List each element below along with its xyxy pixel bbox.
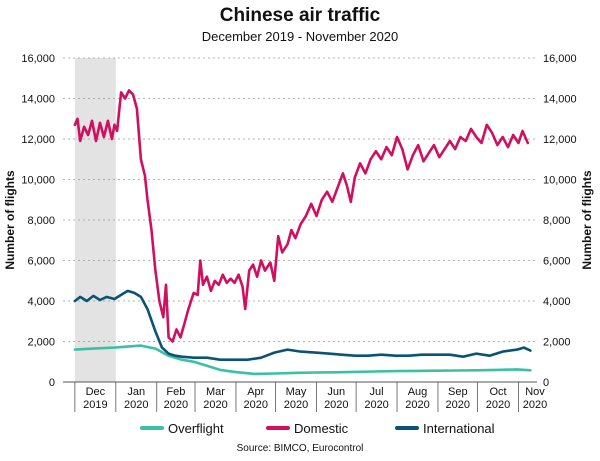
x-tick-label-year: 2020 <box>364 399 388 411</box>
x-tick-label-month: Jul <box>370 386 384 398</box>
x-tick-label-month: Apr <box>247 386 264 398</box>
legend-label-domestic: Domestic <box>294 421 349 436</box>
x-tick-label-month: Sep <box>448 386 468 398</box>
x-tick-label-month: Feb <box>166 386 185 398</box>
series-line-overflight <box>73 344 532 376</box>
y-axis-title-right: Number of flights <box>580 170 594 270</box>
x-tick-label-year: 2020 <box>324 399 348 411</box>
y-tick-label-left: 10,000 <box>21 175 55 187</box>
y-tick-label-right: 8,000 <box>543 215 571 227</box>
legend-label-overflight: Overflight <box>168 421 224 436</box>
x-tick-label-year: 2020 <box>244 399 268 411</box>
y-axis-title-left: Number of flights <box>3 170 17 270</box>
y-tick-label-left: 4,000 <box>27 296 55 308</box>
y-tick-label-right: 4,000 <box>543 296 571 308</box>
x-tick-label-year: 2020 <box>124 399 148 411</box>
y-tick-label-left: 2,000 <box>27 337 55 349</box>
y-tick-label-right: 14,000 <box>543 94 577 106</box>
y-tick-label-left: 8,000 <box>27 215 55 227</box>
x-tick-label-year: 2020 <box>203 399 227 411</box>
x-tick-label-month: Jan <box>127 386 145 398</box>
y-tick-label-right: 0 <box>543 377 549 389</box>
y-tick-label-left: 6,000 <box>27 256 55 268</box>
x-tick-label-month: Dec <box>86 386 106 398</box>
y-tick-label-right: 16,000 <box>543 53 577 65</box>
x-tick-label-month: Nov <box>525 386 545 398</box>
chart-title: Chinese air traffic <box>220 5 381 26</box>
x-tick-label-year: 2020 <box>164 399 188 411</box>
y-tick-label-left: 12,000 <box>21 134 55 146</box>
x-tick-label-year: 2019 <box>83 399 107 411</box>
x-tick-label-year: 2020 <box>446 399 470 411</box>
y-tick-label-right: 10,000 <box>543 175 577 187</box>
y-tick-label-left: 16,000 <box>21 53 55 65</box>
x-tick-label-year: 2020 <box>523 399 547 411</box>
y-tick-label-right: 6,000 <box>543 256 571 268</box>
x-tick-label-year: 2020 <box>284 399 308 411</box>
legend: Overflight Domestic International <box>140 421 495 436</box>
chart-subtitle: December 2019 - November 2020 <box>202 29 399 44</box>
x-tick-label-year: 2020 <box>486 399 510 411</box>
x-tick-label-month: Mar <box>206 386 225 398</box>
series-line-international <box>73 289 532 361</box>
x-tick-label-year: 2020 <box>405 399 429 411</box>
source-note: Source: BIMCO, Eurocontrol <box>237 443 364 454</box>
x-tick-label-month: Jun <box>327 386 345 398</box>
y-tick-label-right: 12,000 <box>543 134 577 146</box>
y-tick-label-left: 14,000 <box>21 94 55 106</box>
legend-label-international: International <box>423 421 495 436</box>
y-tick-label-left: 0 <box>49 377 55 389</box>
plot-area: 0 0 2,000 2,000 4,000 4,000 6,000 6,000 8,000 8,0… <box>21 53 577 412</box>
x-tick-label-month: Aug <box>408 386 428 398</box>
series-line-domestic <box>73 89 530 343</box>
x-tick-label-month: Oct <box>489 386 506 398</box>
x-tick-label-month: May <box>286 386 307 398</box>
y-tick-label-right: 2,000 <box>543 337 571 349</box>
